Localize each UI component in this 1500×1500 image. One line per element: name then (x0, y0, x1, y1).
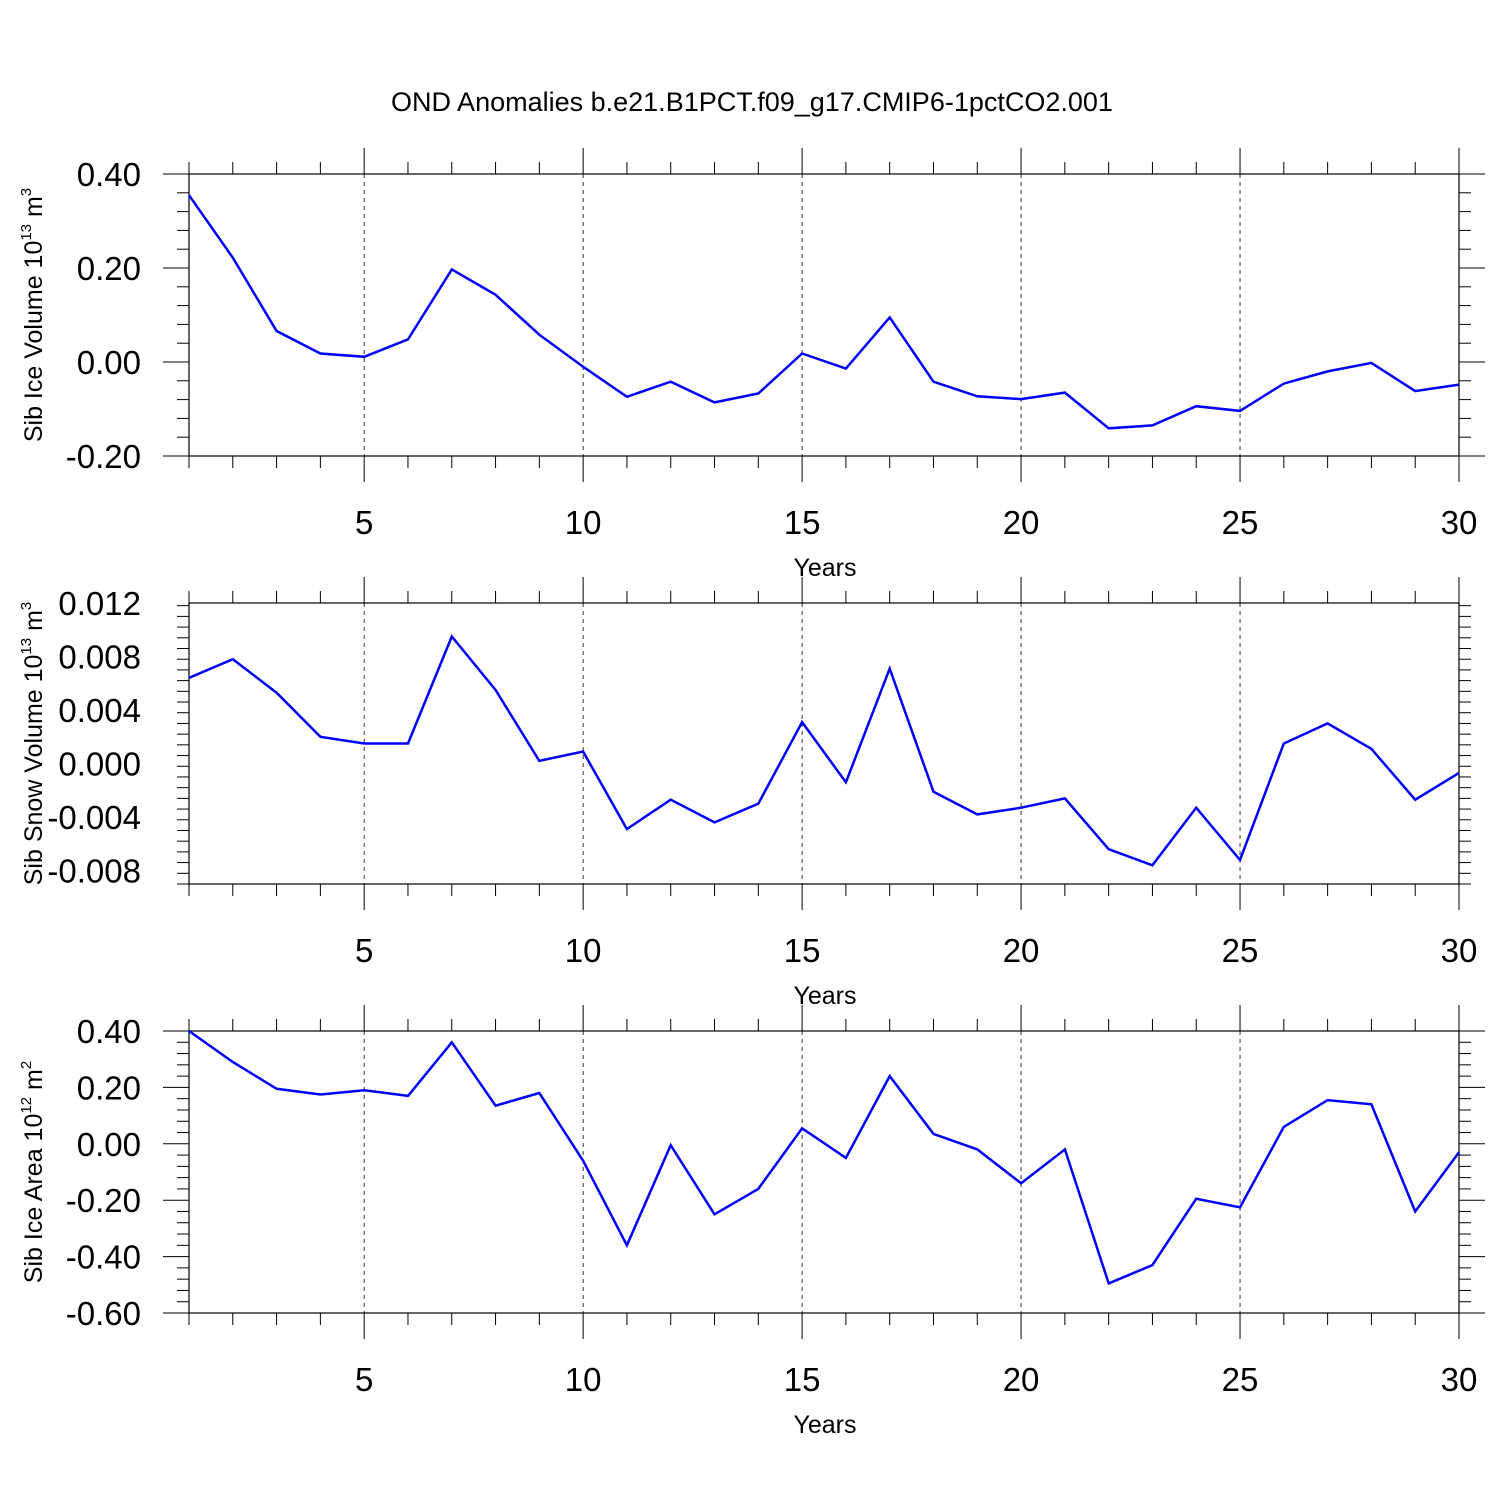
x-tick-label: 15 (784, 932, 821, 969)
y-tick-label: 0.40 (77, 156, 141, 193)
x-tick-label: 10 (565, 932, 602, 969)
x-tick-label: 30 (1441, 932, 1478, 969)
y-axis-label-unit-exp: 3 (18, 602, 35, 610)
y-axis-label-main: Sib Snow Volume 10 (20, 655, 48, 886)
y-tick-label: -0.60 (66, 1295, 141, 1332)
figure-title: OND Anomalies b.e21.B1PCT.f09_g17.CMIP6-… (391, 87, 1113, 117)
x-tick-label: 20 (1003, 932, 1040, 969)
y-tick-label: -0.40 (66, 1239, 141, 1276)
y-axis-label-main: Sib Ice Area 10 (20, 1114, 48, 1284)
y-tick-label: 0.40 (77, 1013, 141, 1050)
x-tick-label: 10 (565, 504, 602, 541)
y-tick-label: 0.004 (58, 692, 141, 729)
y-axis-label-exp: 13 (18, 638, 35, 655)
y-tick-label: 0.012 (58, 585, 141, 622)
x-tick-label: 25 (1222, 504, 1259, 541)
x-axis-label: Years (793, 554, 856, 582)
y-tick-label: 0.008 (58, 639, 141, 676)
y-axis-label: Sib Ice Volume 1013 m3 (18, 188, 48, 442)
x-tick-label: 25 (1222, 932, 1259, 969)
x-tick-label: 5 (355, 932, 373, 969)
x-tick-label: 30 (1441, 1361, 1478, 1398)
y-tick-label: 0.000 (58, 746, 141, 783)
x-tick-label: 15 (784, 1361, 821, 1398)
series-line (187, 194, 1460, 430)
panel-1: 5 10 15 20 25 30 -0.20 0.00 0.20 0.40 Years Sib Ice… (18, 148, 1485, 582)
y-axis-label-exp: 13 (18, 224, 35, 241)
series-line (188, 634, 1460, 867)
x-tick-label: 20 (1003, 504, 1040, 541)
x-tick-label: 25 (1222, 1361, 1259, 1398)
x-tick-label: 5 (355, 504, 373, 541)
y-axis-label-unit-exp: 2 (18, 1061, 35, 1069)
y-axis-label-unit: m (20, 610, 48, 638)
y-axis-label-unit-exp: 3 (18, 188, 35, 196)
y-tick-label: 0.20 (77, 250, 141, 287)
y-axis-label-unit: m (20, 196, 48, 224)
x-tick-label: 10 (565, 1361, 602, 1398)
x-tick-label: 5 (355, 1361, 373, 1398)
y-axis-label-exp: 12 (18, 1097, 35, 1114)
x-axis-label: Years (793, 982, 856, 1010)
y-tick-label: 0.00 (77, 1126, 141, 1163)
panel-3: 5 10 15 20 25 30 -0.60 -0.40 -0.20 0.00 0.20 0.40 Ye… (18, 1005, 1485, 1439)
series-line (188, 1029, 1461, 1286)
y-axis-label-main: Sib Ice Volume 10 (20, 241, 48, 443)
plot-frame (188, 173, 1460, 457)
x-tick-label: 20 (1003, 1361, 1040, 1398)
plot-frame (188, 1030, 1460, 1314)
y-tick-label: -0.008 (47, 853, 141, 890)
y-tick-label: 0.00 (77, 344, 141, 381)
x-tick-label: 15 (784, 504, 821, 541)
y-tick-label: -0.20 (66, 438, 141, 475)
plot-frame (188, 602, 1460, 885)
y-axis-label: Sib Ice Area 1012 m2 (18, 1061, 48, 1283)
y-tick-label: -0.004 (47, 799, 141, 836)
x-tick-label: 30 (1441, 504, 1478, 541)
y-tick-label: -0.20 (66, 1182, 141, 1219)
panel-2: 5 10 15 20 25 30 -0.008 -0.004 0.000 0.004 0.008 0.… (18, 577, 1477, 1010)
y-axis-label: Sib Snow Volume 1013 m3 (18, 602, 48, 886)
x-axis-label: Years (793, 1411, 856, 1439)
y-axis-label-unit: m (20, 1069, 48, 1097)
y-tick-label: 0.20 (77, 1069, 141, 1106)
